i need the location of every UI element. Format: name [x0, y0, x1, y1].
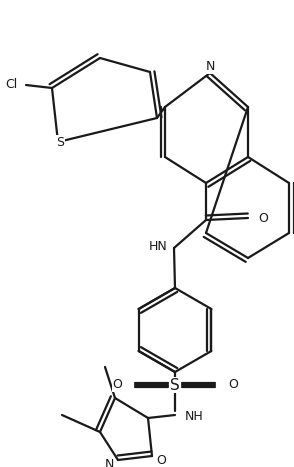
Text: O: O — [228, 378, 238, 391]
Text: N: N — [105, 459, 114, 467]
Text: O: O — [156, 454, 166, 467]
Text: S: S — [170, 377, 180, 392]
Text: HN: HN — [149, 240, 168, 253]
Text: N: N — [205, 61, 215, 73]
Text: O: O — [258, 212, 268, 225]
Text: Cl: Cl — [6, 78, 18, 92]
Text: O: O — [112, 378, 122, 391]
Text: S: S — [56, 135, 64, 149]
Text: NH: NH — [185, 410, 204, 424]
